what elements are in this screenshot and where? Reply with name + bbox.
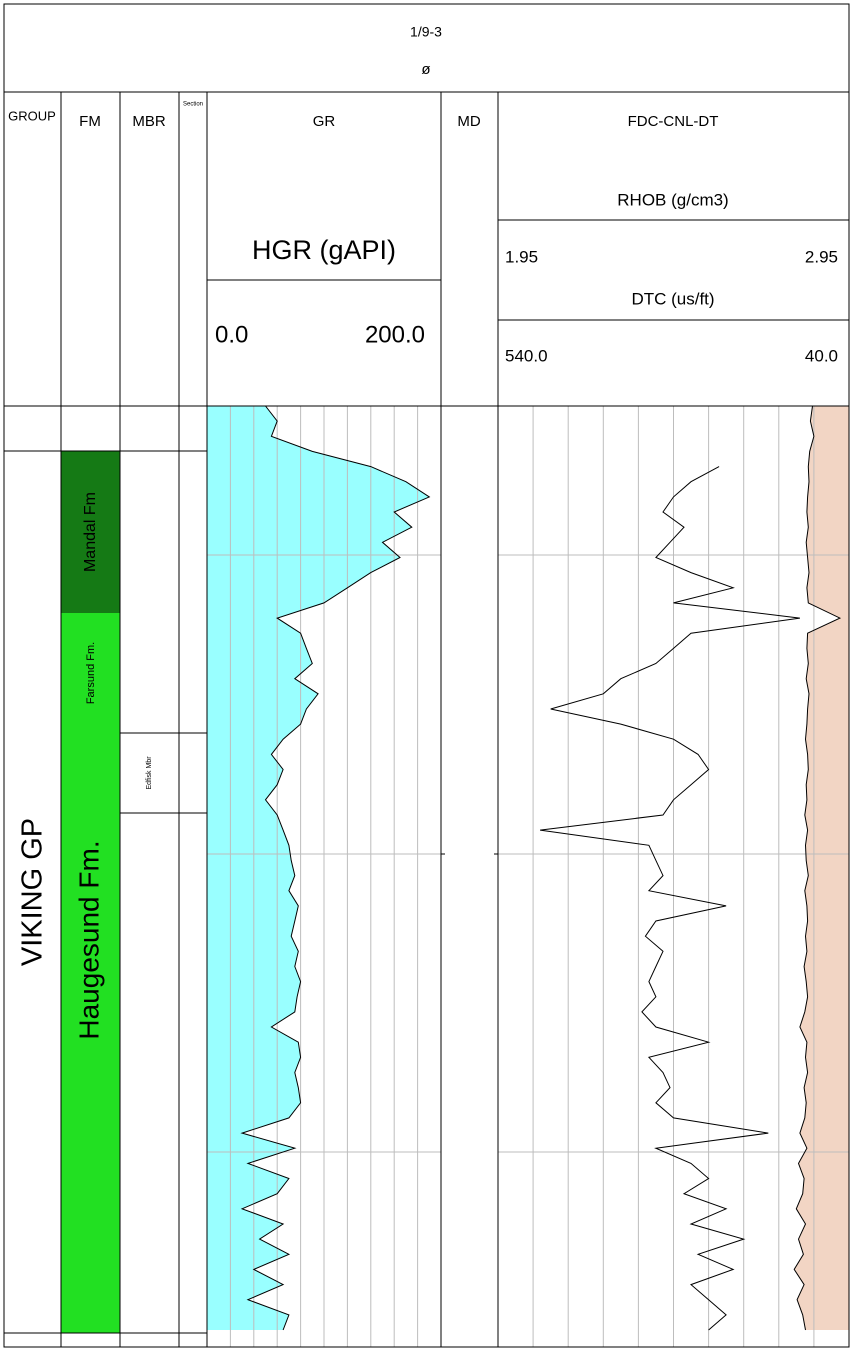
curves [207,405,849,1347]
column-header: GROUP [8,108,56,123]
column-header: FM [79,113,101,130]
curve-fill [207,406,430,1330]
curve-name: RHOB (g/cm3) [617,190,728,209]
scale-max: 2.95 [805,247,838,266]
track-title: GR [313,113,336,130]
fm-label: Haugesund Fm. [73,840,104,1039]
curve-name: DTC (us/ft) [631,289,714,308]
column-header: MBR [132,113,166,130]
scale-min: 540.0 [505,346,548,365]
fm-zone [61,733,120,1333]
column-header: MD [457,113,480,130]
fm-zone [61,451,120,613]
scale-min: 1.95 [505,247,538,266]
fm-label: Mandal Fm [82,492,99,572]
frame [3,3,850,1348]
curve-name: HGR (gAPI) [252,235,396,265]
scale-min: 0.0 [215,321,248,348]
curve [540,466,800,1331]
group-label: VIKING GP [17,818,49,966]
well-symbol: ø [421,61,430,78]
scale-max: 200.0 [365,321,425,348]
mbr-label: Edfisk Mbr [146,756,153,790]
fm-label: Farsund Fm. [85,642,97,704]
curve [793,405,842,1331]
well-name: 1/9-3 [410,24,442,40]
curve [240,405,431,1331]
column-header: Section [183,102,203,108]
section-zone [178,732,208,814]
track-title: FDC-CNL-DT [628,113,719,130]
fm-zone [61,613,120,733]
scale-max: 40.0 [805,346,838,365]
